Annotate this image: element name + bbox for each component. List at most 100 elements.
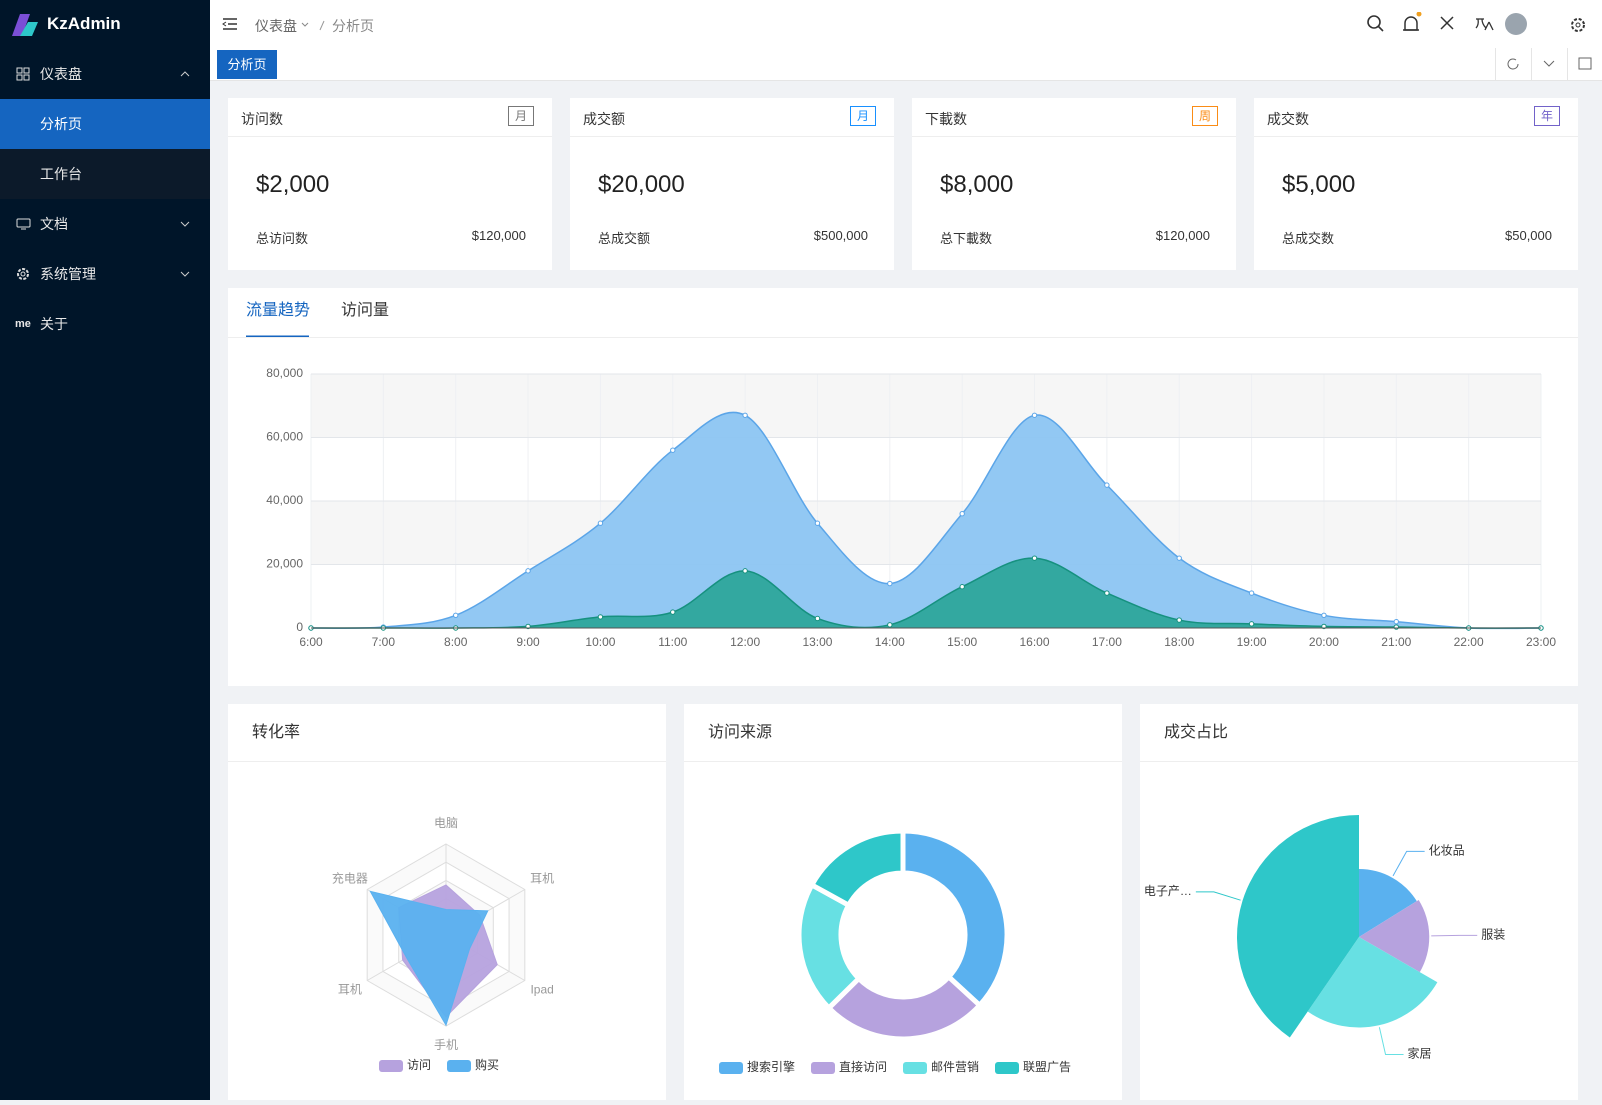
card-total-label: 总访问数 <box>256 228 308 247</box>
menu-label: 文档 <box>40 199 68 249</box>
legend-swatch <box>903 1062 927 1074</box>
label-line <box>1379 1027 1403 1054</box>
maximize-icon[interactable] <box>1579 58 1591 69</box>
breadcrumb[interactable]: 仪表盘 <box>255 16 297 36</box>
x-tick-label: 9:00 <box>516 635 540 649</box>
search-icon[interactable] <box>1368 16 1383 31</box>
point <box>598 615 602 619</box>
x-tick-label: 22:00 <box>1454 635 1484 649</box>
card-total: $50,000 <box>1505 228 1552 243</box>
card-header: 成交额月 <box>570 98 894 137</box>
dropdown-icon[interactable] <box>1544 61 1554 66</box>
menu-icon: me <box>15 299 31 349</box>
card-title: 成交数 <box>1267 109 1309 129</box>
x-tick-label: 23:00 <box>1526 635 1556 649</box>
card-title: 下載数 <box>925 109 967 129</box>
settings-icon[interactable] <box>1572 19 1584 31</box>
bell-icon[interactable] <box>1403 12 1422 30</box>
menu-item[interactable]: 文档 <box>0 199 210 249</box>
radar-indicator: 电脑 <box>434 816 458 830</box>
icon <box>16 267 30 281</box>
card-value: $2,000 <box>256 171 329 199</box>
chevron <box>180 270 190 278</box>
point <box>743 569 747 573</box>
card-header: 下載数 周 <box>912 98 1236 137</box>
slice-label: 电子产… <box>1144 884 1192 898</box>
point <box>526 569 530 573</box>
avatar[interactable] <box>1505 13 1527 35</box>
point <box>1249 591 1253 595</box>
x-tick-label: 7:00 <box>372 635 396 649</box>
menu-label: 仪表盘 <box>40 49 82 99</box>
x-tick-label: 19:00 <box>1237 635 1267 649</box>
grid-band <box>311 374 1541 438</box>
x-tick-label: 15:00 <box>947 635 977 649</box>
tab-active: 流量趋势 <box>246 301 310 319</box>
point <box>598 521 602 525</box>
legend-label: 直接访问 <box>839 1059 887 1074</box>
brand: KzAdmin <box>47 14 121 34</box>
point <box>1249 622 1253 626</box>
x-tick-label: 14:00 <box>875 635 905 649</box>
radar-indicator: 充电器 <box>332 871 368 886</box>
radar-indicator: 手机 <box>434 1038 458 1052</box>
label-line <box>1393 851 1425 875</box>
menu-item[interactable]: 工作台 <box>0 149 210 199</box>
x-tick-label: 16:00 <box>1020 635 1050 649</box>
menu-item[interactable]: 仪表盘 <box>0 49 210 99</box>
x-tick-label: 12:00 <box>730 635 760 649</box>
point <box>1105 483 1109 487</box>
x-tick-label: 6:00 <box>299 635 323 649</box>
point <box>1322 613 1326 617</box>
x-tick-label: 11:00 <box>658 635 687 649</box>
card-header: 访问数月 <box>228 98 552 137</box>
y-tick-label: 0 <box>296 620 303 634</box>
card-total: $120,000 <box>472 228 526 243</box>
stat-card: 访问数月 $2,000 总访问数 $120,000 <box>228 98 552 270</box>
breadcrumb-sep <box>301 20 331 32</box>
menu-toggle[interactable] <box>222 17 238 31</box>
card-total-label: 总成交额 <box>598 228 650 247</box>
menu-item-active[interactable]: 分析页 <box>0 99 210 149</box>
fullscreen-icon[interactable] <box>1441 17 1453 29</box>
menu-label: 系统管理 <box>40 249 96 299</box>
card-tag: 周 <box>1192 106 1218 126</box>
donut-slice <box>903 831 1007 1005</box>
slice-label: 服装 <box>1481 928 1505 942</box>
lang-icon[interactable] <box>1476 19 1493 30</box>
icon <box>16 67 30 81</box>
tab[interactable]: 分析页 <box>217 50 277 79</box>
legend-swatch <box>995 1062 1019 1074</box>
slice-label: 化妆品 <box>1429 844 1465 858</box>
card-value: $8,000 <box>940 171 1013 199</box>
y-tick-label: 20,000 <box>266 557 303 571</box>
menu-item[interactable]: me 关于 <box>0 299 210 349</box>
legend-swatch <box>719 1062 743 1074</box>
radar-indicator: 耳机 <box>530 872 554 886</box>
donut-chart: 访问来源搜索引擎直接访问邮件营销联盟广告 <box>684 704 1122 1100</box>
card-total-label: 总下載数 <box>940 228 992 247</box>
rose-panel: 成交占比化妆品服装家居电子产… <box>1140 704 1578 1100</box>
donut-panel: 访问来源搜索引擎直接访问邮件营销联盟广告 <box>684 704 1122 1100</box>
card-tag: 年 <box>1534 106 1560 126</box>
card-tag: 月 <box>850 106 876 126</box>
card-total: $120,000 <box>1156 228 1210 243</box>
header: 仪表盘 分析页 <box>210 0 1602 49</box>
card-total-label: 总成交数 <box>1282 228 1334 247</box>
radar-indicator: 耳机 <box>338 983 362 997</box>
x-tick-label: 8:00 <box>444 635 468 649</box>
point <box>671 610 675 614</box>
point <box>1032 413 1036 417</box>
card-tag: 月 <box>508 106 534 126</box>
menu-label: 关于 <box>40 299 68 349</box>
radar-indicator: Ipad <box>530 983 553 997</box>
reload-icon[interactable] <box>1508 59 1518 69</box>
menu-item[interactable]: 系统管理 <box>0 249 210 299</box>
point <box>743 413 747 417</box>
panel-title: 成交占比 <box>1164 723 1228 741</box>
header-actions <box>1365 12 1595 38</box>
card-total: $500,000 <box>814 228 868 243</box>
